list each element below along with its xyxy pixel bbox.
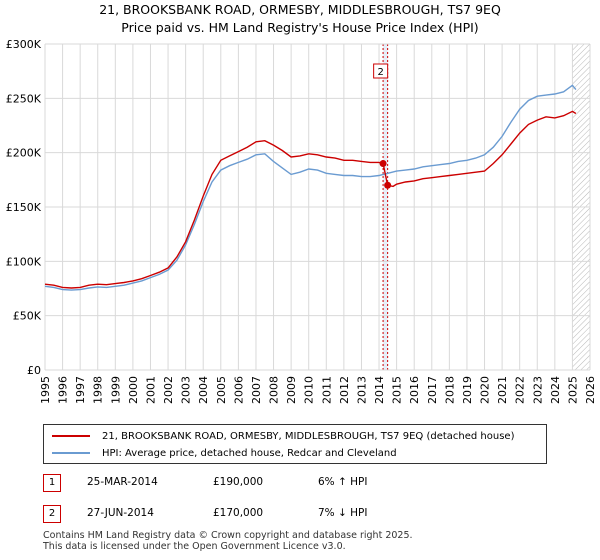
x-tick-label: 2004	[197, 376, 210, 404]
y-tick-label: £50K	[13, 310, 42, 323]
x-tick-label: 2007	[250, 376, 263, 404]
transaction-hpi-diff: 7% ↓ HPI	[318, 507, 368, 519]
transaction-row: 2 27-JUN-2014 £170,000 7% ↓ HPI	[43, 505, 563, 525]
sale-label-box	[373, 63, 389, 79]
x-tick-label: 2010	[303, 376, 316, 404]
x-tick-label: 1996	[57, 376, 70, 404]
legend-item-hpi: HPI: Average price, detached house, Redc…	[52, 445, 397, 461]
footer-copyright: Contains HM Land Registry data © Crown c…	[43, 530, 413, 541]
x-tick-label: 2018	[443, 376, 456, 404]
y-tick-label: £250K	[6, 92, 42, 105]
legend-item-property: 21, BROOKSBANK ROAD, ORMESBY, MIDDLESBRO…	[52, 428, 514, 444]
x-tick-label: 2024	[549, 376, 562, 404]
x-tick-label: 2026	[584, 376, 597, 404]
sale-label-text: 2	[377, 67, 383, 78]
x-tick-label: 2015	[391, 376, 404, 404]
property-price-line	[44, 110, 577, 289]
transaction-row: 1 25-MAR-2014 £190,000 6% ↑ HPI	[43, 474, 563, 494]
transaction-date: 27-JUN-2014	[87, 507, 154, 519]
x-tick-label: 2008	[268, 376, 281, 404]
x-tick-label: 2021	[496, 376, 509, 404]
x-tick-label: 2009	[285, 376, 298, 404]
y-tick-label: £200K	[6, 147, 42, 160]
y-tick-label: £0	[27, 364, 41, 377]
transaction-price: £170,000	[213, 507, 264, 519]
sale-point	[384, 181, 392, 189]
y-tick-label: £150K	[6, 201, 42, 214]
x-tick-label: 2016	[408, 376, 421, 404]
x-tick-label: 2017	[426, 376, 439, 404]
x-tick-label: 2013	[355, 376, 368, 404]
transaction-number: 1	[43, 474, 61, 492]
y-tick-label: £300K	[6, 38, 42, 51]
legend-swatch-hpi	[52, 452, 90, 454]
x-tick-label: 2025	[566, 376, 579, 404]
legend-label-hpi: HPI: Average price, detached house, Redc…	[102, 447, 397, 459]
x-tick-label: 1998	[92, 376, 105, 404]
hpi-line	[44, 84, 577, 291]
x-tick-label: 2012	[338, 376, 351, 404]
transaction-price: £190,000	[213, 476, 264, 488]
x-tick-label: 2003	[180, 376, 193, 404]
y-tick-label: £100K	[6, 255, 42, 268]
transaction-hpi-diff: 6% ↑ HPI	[318, 476, 368, 488]
chart-subtitle: Price paid vs. HM Land Registry's House …	[121, 20, 479, 35]
x-tick-label: 2002	[162, 376, 175, 404]
x-tick-label: 2019	[461, 376, 474, 404]
x-tick-label: 1995	[39, 376, 52, 404]
x-tick-label: 1999	[109, 376, 122, 404]
x-tick-label: 2011	[320, 376, 333, 404]
x-tick-label: 2005	[215, 376, 228, 404]
chart-legend: 21, BROOKSBANK ROAD, ORMESBY, MIDDLESBRO…	[43, 424, 547, 464]
x-tick-label: 2014	[373, 376, 386, 404]
legend-swatch-property	[52, 435, 90, 437]
x-tick-label: 2006	[232, 376, 245, 404]
transaction-number: 2	[43, 505, 61, 523]
x-tick-label: 2022	[514, 376, 527, 404]
chart-title: 21, BROOKSBANK ROAD, ORMESBY, MIDDLESBRO…	[99, 2, 501, 17]
transaction-date: 25-MAR-2014	[87, 476, 158, 488]
x-tick-label: 2020	[479, 376, 492, 404]
x-tick-label: 2023	[531, 376, 544, 404]
legend-label-property: 21, BROOKSBANK ROAD, ORMESBY, MIDDLESBRO…	[102, 430, 515, 442]
footer: Contains HM Land Registry data © Crown c…	[43, 530, 413, 552]
x-tick-label: 2000	[127, 376, 140, 404]
x-tick-label: 1997	[74, 376, 87, 404]
x-tick-label: 2001	[144, 376, 157, 404]
price-chart: 2 £0 £50K £100K £150K £200K £250K £300K 1995 19…	[6, 38, 597, 404]
footer-licence: This data is licensed under the Open Gov…	[43, 541, 346, 552]
sale-point	[379, 160, 387, 168]
